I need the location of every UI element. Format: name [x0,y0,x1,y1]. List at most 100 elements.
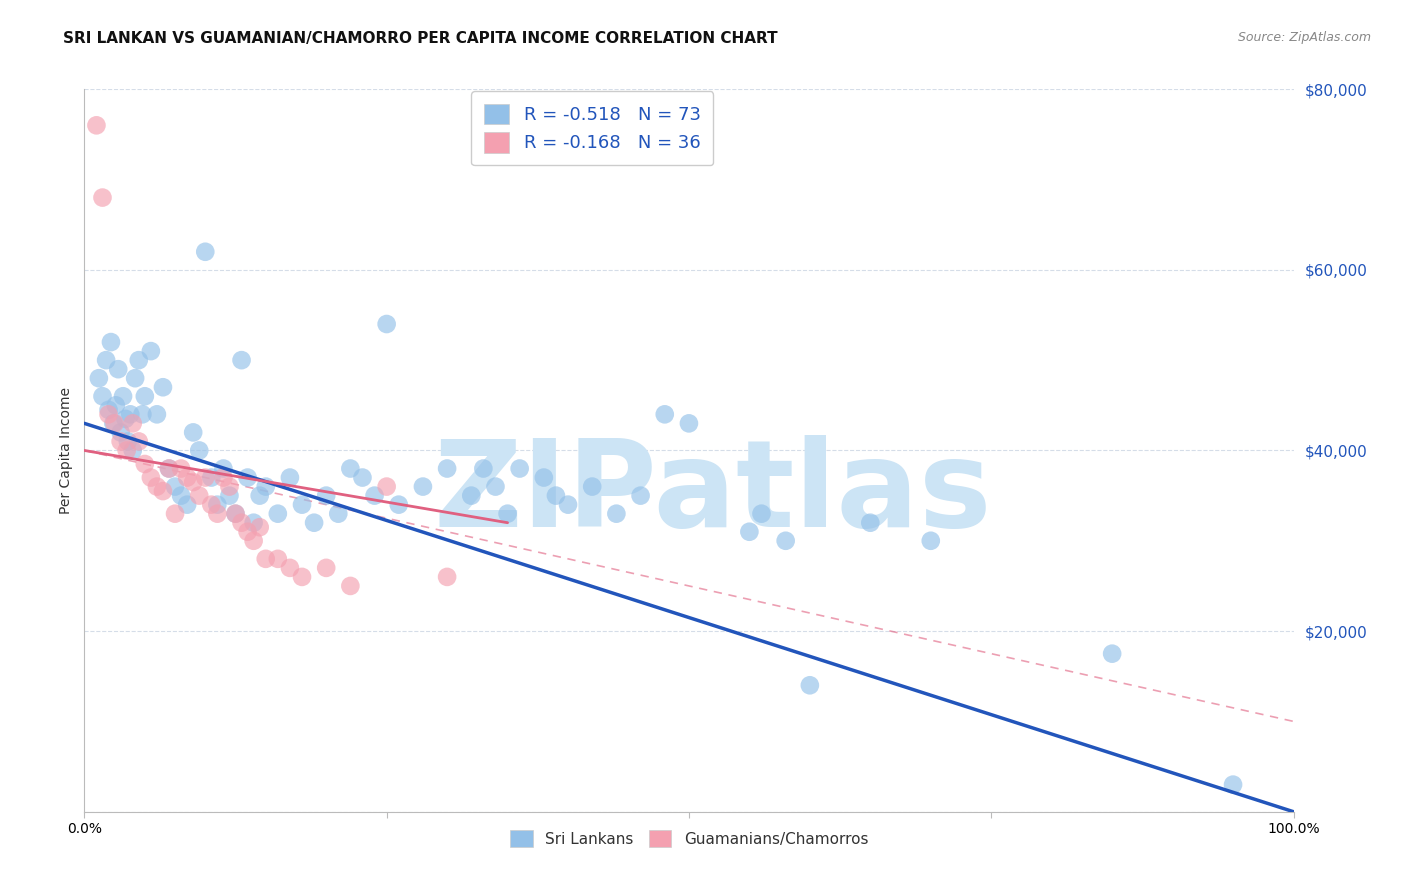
Point [291,570,314,584]
Point [91,191,114,205]
Point [291,498,314,512]
Point [110,425,132,440]
Point [188,489,211,503]
Point [738,524,761,539]
Point [472,461,495,475]
Point [103,417,125,431]
Point [249,489,271,503]
Point [231,353,253,368]
Point [412,480,434,494]
Point [1222,778,1244,792]
Point [267,551,290,566]
Point [134,389,156,403]
Point [131,407,153,421]
Point [557,498,579,512]
Point [775,533,797,548]
Point [146,407,169,421]
Point [484,480,506,494]
Point [114,412,136,426]
Point [218,489,240,503]
Point [218,480,240,494]
Text: SRI LANKAN VS GUAMANIAN/CHAMORRO PER CAPITA INCOME CORRELATION CHART: SRI LANKAN VS GUAMANIAN/CHAMORRO PER CAP… [63,31,778,46]
Point [436,570,458,584]
Point [315,489,337,503]
Point [170,461,193,475]
Point [328,507,350,521]
Point [278,470,301,484]
Point [117,434,139,449]
Point [128,353,150,368]
Point [100,334,122,349]
Point [225,507,247,521]
Point [152,380,174,394]
Point [509,461,531,475]
Point [859,516,882,530]
Point [339,579,361,593]
Point [496,507,519,521]
Point [176,470,198,484]
Point [146,480,169,494]
Point [200,498,222,512]
Point [315,561,337,575]
Point [920,533,942,548]
Point [236,470,259,484]
Point [115,443,138,458]
Point [121,417,143,431]
Point [581,480,603,494]
Point [104,417,127,431]
Point [91,389,114,403]
Point [97,407,120,421]
Point [278,561,301,575]
Point [86,118,108,132]
Point [124,371,146,385]
Point [110,434,132,449]
Point [139,344,162,359]
Text: ZIPatlas: ZIPatlas [434,435,993,552]
Point [751,507,773,521]
Point [605,507,627,521]
Point [200,470,222,484]
Point [363,489,385,503]
Point [267,507,290,521]
Point [678,417,700,431]
Point [194,470,217,484]
Point [194,244,217,259]
Point [94,353,117,368]
Point [97,402,120,417]
Text: Source: ZipAtlas.com: Source: ZipAtlas.com [1237,31,1371,45]
Point [231,516,253,530]
Point [302,516,325,530]
Point [181,425,204,440]
Point [157,461,180,475]
Point [254,551,277,566]
Y-axis label: Per Capita Income: Per Capita Income [59,387,73,514]
Point [157,461,180,475]
Point [120,407,142,421]
Legend: Sri Lankans, Guamanians/Chamorros: Sri Lankans, Guamanians/Chamorros [502,822,876,855]
Point [460,489,482,503]
Point [375,317,398,331]
Point [152,484,174,499]
Point [375,480,398,494]
Point [388,498,411,512]
Point [799,678,821,692]
Point [107,362,129,376]
Point [112,389,135,403]
Point [242,533,264,548]
Point [104,398,127,412]
Point [436,461,458,475]
Point [654,407,676,421]
Point [630,489,652,503]
Point [139,470,162,484]
Point [121,443,143,458]
Point [242,516,264,530]
Point [254,480,277,494]
Point [236,524,259,539]
Point [165,507,187,521]
Point [249,520,271,534]
Point [181,475,204,489]
Point [134,457,156,471]
Point [128,434,150,449]
Point [1101,647,1123,661]
Point [544,489,567,503]
